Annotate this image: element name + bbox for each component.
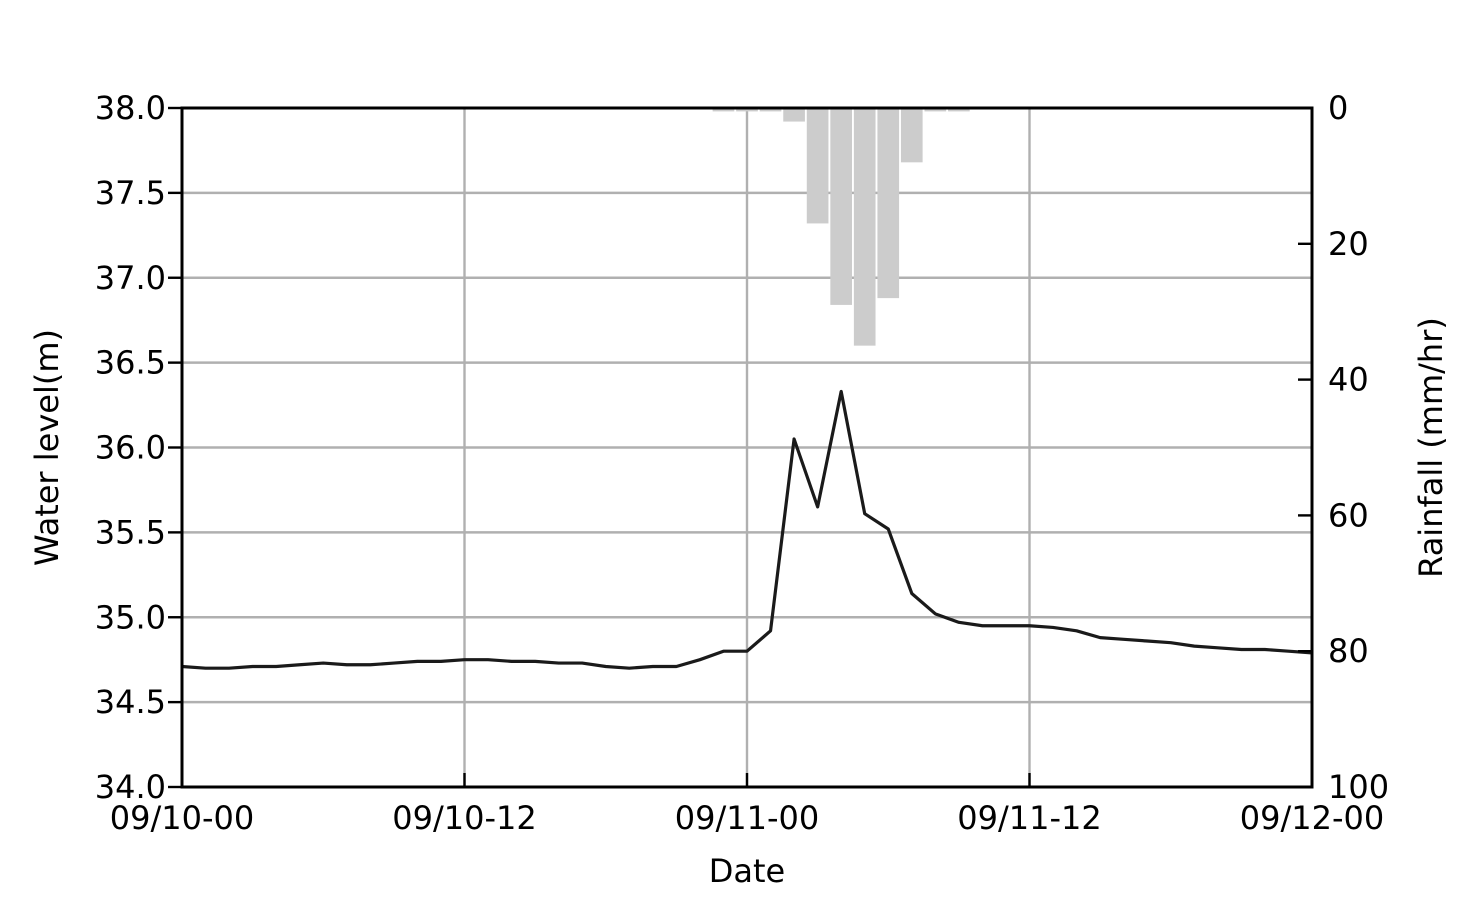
rainfall-bar: [783, 108, 805, 122]
rainfall-bar: [948, 108, 970, 112]
y-left-tick-label: 34.5: [95, 683, 166, 721]
rainfall-bar: [853, 108, 876, 346]
y-right-tick-label: 0: [1328, 89, 1348, 127]
rainfall-bar: [900, 108, 923, 163]
y-left-tick-label: 36.0: [95, 429, 166, 467]
y-left-tick-label: 37.0: [95, 259, 166, 297]
rainfall-bar: [736, 108, 758, 112]
rainfall-bar: [712, 108, 735, 112]
y-left-tick-label: 37.5: [95, 174, 166, 212]
x-tick-label: 09/11-00: [675, 799, 819, 837]
y-right-tick-label: 60: [1328, 496, 1369, 534]
rainfall-bar: [806, 108, 829, 224]
x-tick-label: 09/11-12: [957, 799, 1101, 837]
labels-layer: Date Water level(m) Rainfall (mm/hr): [28, 317, 1450, 890]
y-left-tick-label: 38.0: [95, 89, 166, 127]
x-tick-label: 09/12-00: [1240, 799, 1384, 837]
water-level-line-layer: [181, 389, 1313, 670]
x-axis-title: Date: [709, 852, 785, 890]
x-tick-label: 09/10-00: [110, 799, 254, 837]
y-left-tick-label: 35.0: [95, 598, 166, 636]
y-left-tick-label: 34.0: [95, 768, 166, 806]
rainfall-bar: [759, 108, 782, 112]
y-right-tick-label: 40: [1328, 361, 1369, 399]
rainfall-bars: [712, 108, 970, 346]
y-left-tick-label: 35.5: [95, 513, 166, 551]
rainfall-bar: [830, 108, 852, 305]
y-right-tick-label: 80: [1328, 632, 1369, 670]
y-axis-left-title: Water level(m): [28, 329, 66, 566]
ticks-layer: 34.0 34.5 35.0 35.5 36.0 36.5 37.0 37.5 38.0 0 20 4…: [95, 89, 1389, 837]
rainfall-bar: [924, 108, 947, 112]
y-right-tick-label: 20: [1328, 225, 1369, 263]
x-tick-label: 09/10-12: [392, 799, 536, 837]
y-right-tick-label: 100: [1328, 768, 1389, 806]
rainfall-bar: [877, 108, 900, 299]
y-axis-right-title: Rainfall (mm/hr): [1412, 317, 1450, 578]
y-left-tick-label: 36.5: [95, 344, 166, 382]
water-level-line: [181, 389, 1313, 670]
grid-layer: [180, 106, 1314, 789]
